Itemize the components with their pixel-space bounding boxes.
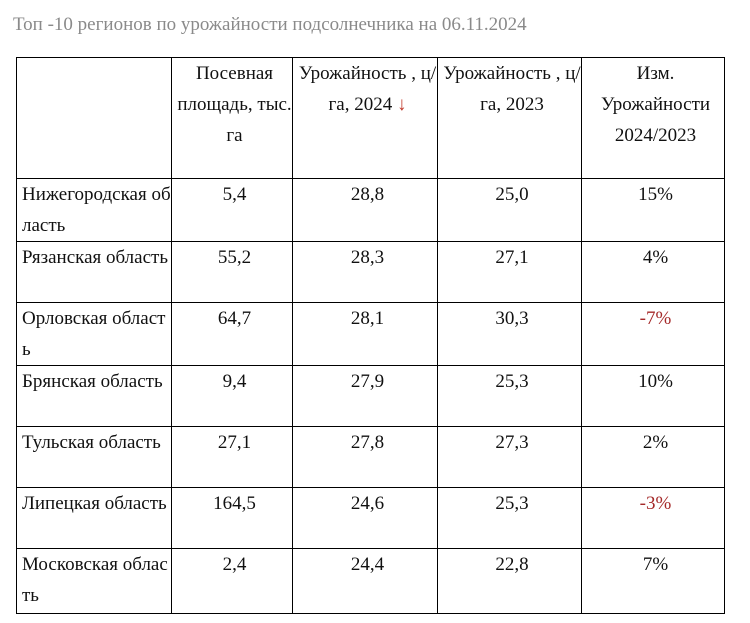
table-row: Брянская область 9,4 27,9 25,3 10% <box>16 365 725 427</box>
change-cell: 7% <box>581 548 725 614</box>
header-region <box>16 57 172 179</box>
change-cell: 10% <box>581 365 725 427</box>
area-cell: 55,2 <box>171 241 293 303</box>
header-change: Изм. Урожайности 2024/2023 <box>581 57 725 179</box>
table-row: Рязанская область 55,2 28,3 27,1 4% <box>16 241 725 303</box>
yield-2024-cell: 24,6 <box>292 487 438 549</box>
header-yield-2023: Урожайность , ц/га, 2023 <box>437 57 582 179</box>
yield-2024-cell: 28,3 <box>292 241 438 303</box>
change-cell: 2% <box>581 426 725 488</box>
region-cell: Брянская область <box>16 365 172 427</box>
region-cell: Московская область <box>16 548 172 614</box>
yield-2024-cell: 28,1 <box>292 302 438 366</box>
yield-2024-cell: 27,8 <box>292 426 438 488</box>
yield-2024-cell: 28,8 <box>292 178 438 242</box>
region-cell: Орловская область <box>16 302 172 366</box>
area-cell: 9,4 <box>171 365 293 427</box>
yield-2023-cell: 27,3 <box>437 426 582 488</box>
table-row: Нижегородская область 5,4 28,8 25,0 15% <box>16 178 725 242</box>
area-cell: 64,7 <box>171 302 293 366</box>
header-yield-2023-label: Урожайность , ц/га, 2023 <box>443 63 581 115</box>
header-area-label: Посевная площадь, тыс. га <box>177 63 292 146</box>
region-cell: Рязанская область <box>16 241 172 303</box>
area-cell: 5,4 <box>171 178 293 242</box>
header-change-label: Изм. Урожайности 2024/2023 <box>600 63 711 146</box>
table-row: Липецкая область 164,5 24,6 25,3 -3% <box>16 487 725 549</box>
yield-2023-cell: 25,0 <box>437 178 582 242</box>
header-yield-2024-label: Урожайность , ц/га, 2024 <box>298 63 437 115</box>
table-row: Тульская область 27,1 27,8 27,3 2% <box>16 426 725 488</box>
yield-2024-cell: 27,9 <box>292 365 438 427</box>
region-cell: Липецкая область <box>16 487 172 549</box>
table-header-row: Посевная площадь, тыс. га Урожайность , … <box>16 57 725 179</box>
yield-2023-cell: 25,3 <box>437 365 582 427</box>
yield-2023-cell: 27,1 <box>437 241 582 303</box>
header-area: Посевная площадь, тыс. га <box>171 57 293 179</box>
sort-descending-icon[interactable]: ↓ <box>396 94 407 115</box>
yield-table: Посевная площадь, тыс. га Урожайность , … <box>16 57 725 614</box>
area-cell: 27,1 <box>171 426 293 488</box>
yield-2023-cell: 30,3 <box>437 302 582 366</box>
change-cell: 15% <box>581 178 725 242</box>
header-yield-2024[interactable]: Урожайность , ц/га, 2024 ↓ <box>292 57 438 179</box>
area-cell: 2,4 <box>171 548 293 614</box>
region-cell: Нижегородская область <box>16 178 172 242</box>
table-row: Московская область 2,4 24,4 22,8 7% <box>16 548 725 614</box>
change-cell: -7% <box>581 302 725 366</box>
yield-2023-cell: 22,8 <box>437 548 582 614</box>
change-cell: 4% <box>581 241 725 303</box>
page-title: Топ -10 регионов по урожайности подсолне… <box>13 14 527 35</box>
region-cell: Тульская область <box>16 426 172 488</box>
yield-2024-cell: 24,4 <box>292 548 438 614</box>
change-cell: -3% <box>581 487 725 549</box>
yield-2023-cell: 25,3 <box>437 487 582 549</box>
area-cell: 164,5 <box>171 487 293 549</box>
table-row: Орловская область 64,7 28,1 30,3 -7% <box>16 302 725 366</box>
